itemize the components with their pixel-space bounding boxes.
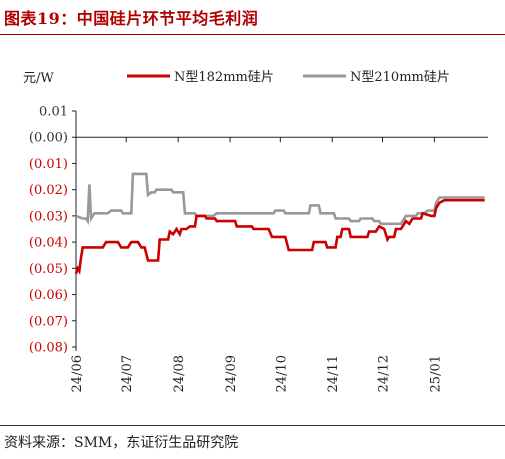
y-tick-label: (0.02) <box>29 183 68 198</box>
legend-label-n210: N型210mm硅片 <box>350 70 450 85</box>
figure-title: 图表19：中国硅片环节平均毛利润 <box>4 9 259 28</box>
y-tick-label: 0.01 <box>39 105 68 120</box>
x-tick-label: 24/12 <box>376 355 391 392</box>
series-line-n182 <box>74 198 485 275</box>
y-tick-label: (0.05) <box>29 262 68 277</box>
bottom-divider <box>0 425 505 426</box>
x-tick-label: 24/08 <box>172 355 187 392</box>
y-tick-label: (0.04) <box>29 236 68 251</box>
y-axis-unit-label: 元/W <box>23 71 54 86</box>
y-tick-label: (0.07) <box>29 314 68 329</box>
x-tick-label: 24/10 <box>274 355 289 392</box>
y-tick-label: (0.01) <box>29 157 68 172</box>
x-tick-label: 25/01 <box>428 355 443 392</box>
line-chart: 元/W 0.01 (0.00) (0.01) (0.02) (0.03) (0.04) (0.… <box>23 70 488 392</box>
y-tick-label: (0.08) <box>29 341 68 356</box>
source-note: 资料来源：SMM，东证衍生品研究院 <box>4 435 239 451</box>
series-line-n210 <box>75 172 485 226</box>
y-tick-label: (0.00) <box>29 131 68 146</box>
title-underline <box>0 34 505 35</box>
x-tick-label: 24/07 <box>120 355 135 392</box>
legend-label-n182: N型182mm硅片 <box>174 70 274 85</box>
y-tick-label: (0.03) <box>29 209 68 224</box>
y-tick-label: (0.06) <box>29 288 68 303</box>
x-tick-label: 24/09 <box>224 355 239 392</box>
x-tick-label: 24/06 <box>70 355 85 392</box>
x-tick-label: 24/11 <box>326 355 341 392</box>
